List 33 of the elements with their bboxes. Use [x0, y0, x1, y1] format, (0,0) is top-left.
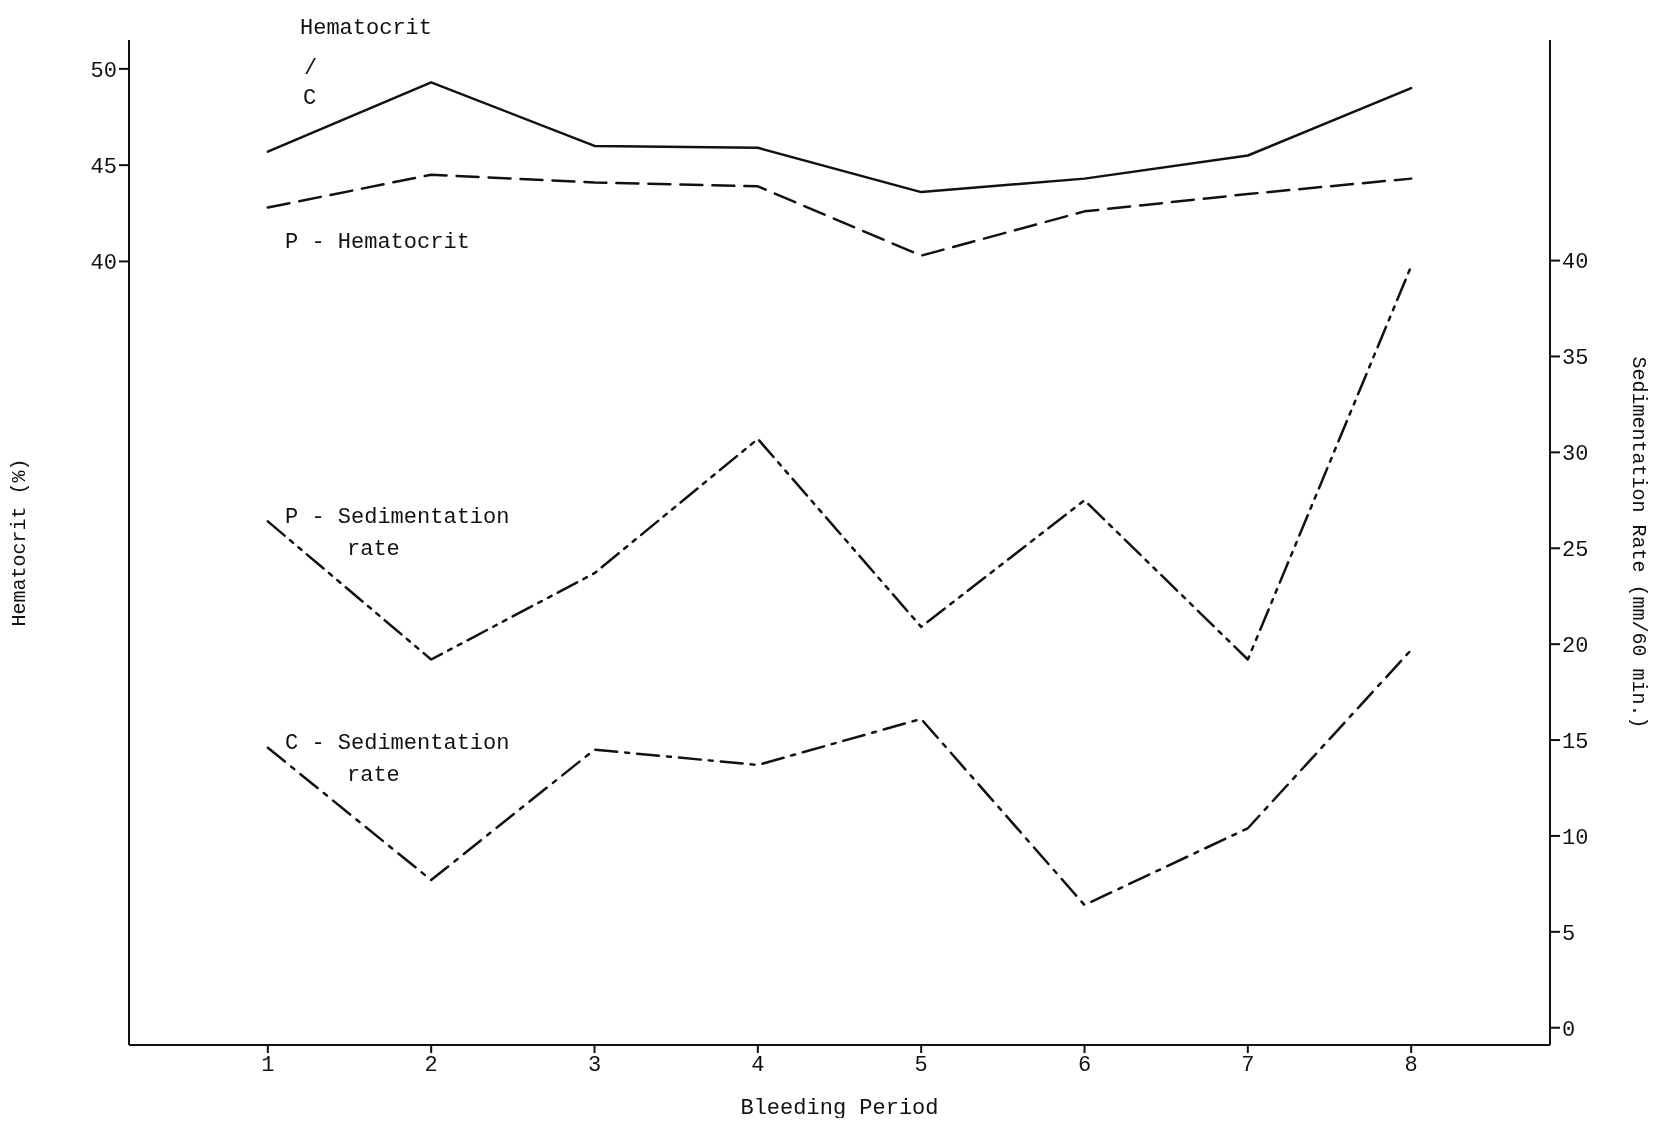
line-series [266, 265, 1413, 661]
y2-tick-label: 35 [1562, 346, 1589, 372]
y2-tick-label: 30 [1562, 442, 1589, 468]
x-tick-label: 2 [424, 1052, 438, 1078]
y-tick-label: 40 [90, 251, 117, 277]
y-tick-label: 50 [90, 58, 117, 84]
series-label: C - Sedimentation rate [285, 731, 510, 788]
x-tick-label: 5 [914, 1052, 928, 1078]
annotation: Hematocrit [300, 16, 433, 41]
y2-tick-label: 10 [1562, 825, 1589, 851]
x-tick-label: 4 [751, 1052, 765, 1078]
y-tick-label: 45 [90, 154, 117, 180]
y2-tick-label: 5 [1562, 921, 1576, 947]
line-series [266, 173, 1413, 257]
x-tick-label: 1 [261, 1052, 275, 1078]
y2-tick-label: 25 [1562, 538, 1589, 564]
series-label: P - Hematocrit [285, 230, 470, 255]
x-tick-label: 8 [1404, 1052, 1418, 1078]
series-label: P - Sedimentation rate [285, 505, 510, 562]
y2-tick-label: 40 [1562, 250, 1589, 276]
annotation: / [304, 56, 318, 81]
y-axis-title: Hematocrit (%) [8, 458, 32, 627]
line-series [266, 648, 1413, 907]
x-tick-label: 3 [587, 1052, 602, 1078]
x-tick-label: 6 [1077, 1052, 1092, 1078]
y2-tick-label: 20 [1562, 633, 1589, 659]
y2-tick-label: 15 [1562, 729, 1589, 755]
y2-tick-label: 0 [1562, 1017, 1576, 1043]
x-axis-title: Bleeding Period [740, 1096, 939, 1121]
line-series [266, 81, 1413, 194]
y2-axis-title: Sedimentation Rate (mm/60 min.) [1626, 356, 1650, 729]
x-tick-label: 7 [1241, 1052, 1255, 1078]
series-label: C [303, 86, 317, 111]
